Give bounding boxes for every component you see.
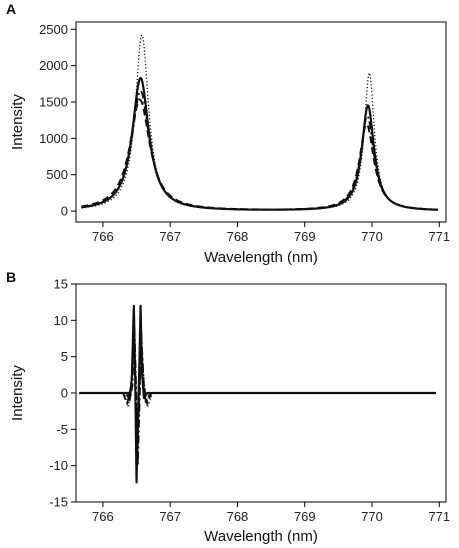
x-tick-label: 766 <box>92 229 114 244</box>
series-line-solid <box>79 304 436 484</box>
y-tick-label: 10 <box>54 313 68 328</box>
panel-b-x-axis-label: Wavelength (nm) <box>204 528 318 545</box>
x-tick-label: 769 <box>294 229 316 244</box>
panel-b-y-ticks: -15 -10 -5 0 5 10 15 <box>49 277 76 510</box>
x-tick-label: 767 <box>159 229 181 244</box>
x-tick-label: 769 <box>294 509 316 524</box>
panel-a-label: A <box>6 1 16 17</box>
y-tick-label: 1500 <box>39 95 68 110</box>
x-tick-label: 766 <box>92 509 114 524</box>
y-tick-label: 5 <box>61 349 68 364</box>
y-tick-label: -10 <box>49 458 68 473</box>
x-tick-label: 767 <box>159 509 181 524</box>
series-line-dash-dot <box>79 326 436 467</box>
x-tick-label: 770 <box>361 229 383 244</box>
panel-a-x-ticks: 766 767 768 769 770 771 <box>92 222 450 244</box>
series-line-dashed <box>81 98 439 211</box>
y-tick-label: -5 <box>56 422 68 437</box>
y-tick-label: 500 <box>46 167 68 182</box>
panel-a-y-axis-label: Intensity <box>9 94 26 150</box>
x-tick-label: 771 <box>428 229 450 244</box>
series-line-dash-dot <box>81 90 439 211</box>
y-tick-label: 0 <box>61 204 68 219</box>
panel-a-frame <box>75 21 447 223</box>
panel-b-label: B <box>6 269 16 285</box>
x-tick-label: 768 <box>227 509 249 524</box>
panel-b-x-ticks: 766 767 768 769 770 771 <box>92 502 450 524</box>
x-tick-label: 771 <box>428 509 450 524</box>
series-line-solid <box>80 76 439 211</box>
y-tick-label: 0 <box>61 386 68 401</box>
x-tick-label: 770 <box>361 509 383 524</box>
panel-b-y-axis-label: Intensity <box>9 365 26 421</box>
panel-b-series <box>79 304 436 484</box>
y-tick-label: 2000 <box>39 58 68 73</box>
series-line-dotted <box>81 34 438 211</box>
series-line-dashed <box>79 337 436 456</box>
panel-a: A 766 767 768 769 770 771 0 500 1000 1500 2000 250… <box>6 1 450 266</box>
panel-a-x-axis-label: Wavelength (nm) <box>204 249 318 266</box>
y-tick-label: 1000 <box>39 131 68 146</box>
panel-b: B 766 767 768 769 770 771 -15 -10 -5 0 5 10 15 Wave… <box>6 269 450 545</box>
y-tick-label: 2500 <box>39 22 68 37</box>
y-tick-label: -15 <box>49 495 68 510</box>
panel-a-series <box>80 34 439 211</box>
x-tick-label: 768 <box>227 229 249 244</box>
y-tick-label: 15 <box>54 277 68 292</box>
panel-a-y-ticks: 0 500 1000 1500 2000 2500 <box>39 22 76 219</box>
